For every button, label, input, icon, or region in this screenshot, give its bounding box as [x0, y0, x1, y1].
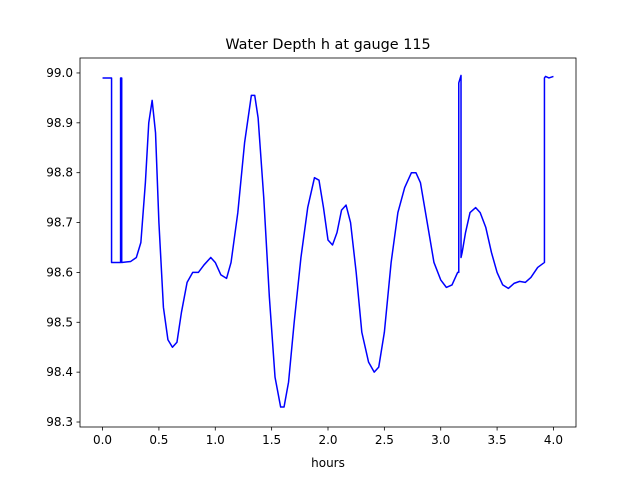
y-tick-label: 98.7 — [46, 216, 73, 230]
x-tick-label: 0.0 — [93, 433, 112, 447]
x-tick-label: 2.0 — [318, 433, 337, 447]
axes: 0.0 0.5 1.0 1.5 2.0 2.5 3.0 3.5 4.0 98.3 98.4 98.5 9… — [46, 57, 577, 447]
series-line-1 — [102, 74, 554, 408]
x-tick-label: 1.5 — [262, 433, 281, 447]
x-tick-label: 1.0 — [206, 433, 225, 447]
x-tick-label: 0.5 — [149, 433, 168, 447]
y-tick-label: 98.4 — [46, 365, 73, 379]
y-tick-label: 98.5 — [46, 315, 73, 329]
plot-area — [102, 74, 554, 408]
y-tick-label: 98.3 — [46, 415, 73, 429]
y-tick-label: 99.0 — [46, 66, 73, 80]
x-tick-label: 4.0 — [544, 433, 563, 447]
y-tick-label: 98.9 — [46, 116, 73, 130]
y-tick-label: 98.8 — [46, 166, 73, 180]
x-tick-label: 2.5 — [375, 433, 394, 447]
x-tick-label: 3.0 — [431, 433, 450, 447]
x-tick-label: 3.5 — [488, 433, 507, 447]
y-tick-label: 98.6 — [46, 265, 73, 279]
x-axis-label: hours — [311, 456, 345, 470]
chart-title: Water Depth h at gauge 115 — [225, 37, 430, 53]
